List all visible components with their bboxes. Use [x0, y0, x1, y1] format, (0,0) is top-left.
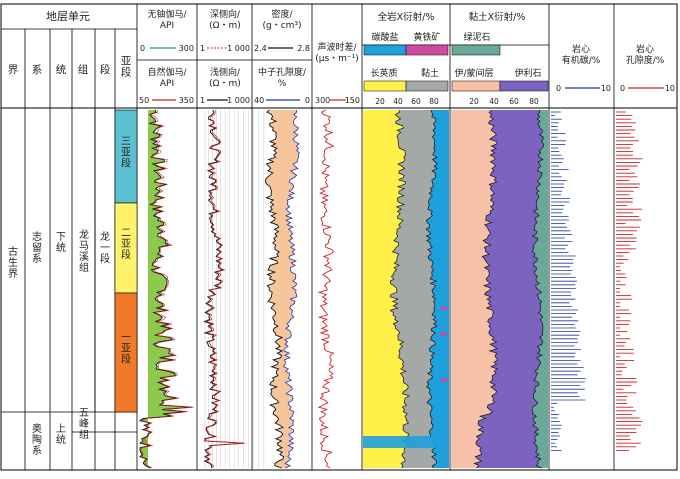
gr-bot-label: 自然伽马/API	[147, 66, 187, 89]
legend-felsic-label: 长英质	[370, 67, 397, 79]
felsic-boundary	[389, 109, 410, 469]
clay-tick-60: 60	[509, 97, 519, 106]
level-formation: 组	[78, 63, 89, 76]
toc-min: 0	[556, 84, 561, 93]
legend-chlorite-swatch	[451, 44, 501, 56]
illite-area	[474, 110, 544, 468]
den-neutron-fill	[265, 110, 300, 468]
clay-tick-80: 80	[529, 97, 539, 106]
illite-boundary	[531, 109, 544, 469]
res-top-min: 1	[200, 44, 205, 53]
level-era: 界	[8, 64, 19, 76]
pyrite-streak-1	[440, 331, 447, 335]
por-label: 岩心孔隙度/%	[626, 43, 665, 66]
carbonate-base	[363, 436, 449, 448]
level-submember-text: 亚段	[121, 55, 132, 79]
legend-clay-label: 黏土	[421, 67, 439, 79]
series-lower: 下统	[56, 232, 66, 254]
level-submember: 亚段	[121, 55, 132, 79]
pyrite-streak-0	[440, 306, 447, 310]
clay-title: 黏土X衍射/%	[469, 11, 526, 23]
era-label: 古生界	[8, 245, 18, 280]
submember-label-2: 二亚段	[121, 228, 131, 261]
res-bot-label: 浅侧向/(Ω・m)	[209, 66, 241, 89]
legend-carbonate-label: 碳酸盐	[371, 31, 398, 43]
legend-is-label: 伊/蒙间层	[454, 67, 493, 79]
por-min: 0	[620, 84, 625, 93]
is-boundary	[473, 109, 499, 469]
res-deep-curve	[204, 109, 246, 469]
den-top-label: 密度/(g・cm³)	[262, 8, 301, 31]
submember-label-3: 一亚段	[121, 333, 131, 366]
gr-total-curve	[140, 109, 194, 469]
whole-rock-tick-20: 20	[375, 97, 385, 106]
legend-illite-label: 伊利石	[514, 67, 541, 79]
level-system: 系	[32, 64, 43, 76]
whole-rock-title: 全岩X衍射/%	[378, 11, 435, 23]
res-bot-min: 1	[200, 96, 205, 105]
legend-carbonate-swatch	[363, 44, 407, 56]
por-max: 10	[665, 84, 675, 93]
den-curve	[265, 109, 285, 469]
whole-rock-tick-60: 60	[411, 97, 421, 106]
submember-band-3	[114, 292, 138, 413]
outer-frame	[0, 3, 678, 471]
series-upper: 上统	[56, 423, 66, 446]
den-bot-label: 中子孔隙度/%	[258, 66, 307, 89]
den-bot-min: 40	[254, 96, 264, 105]
ac-max: 150	[345, 96, 360, 105]
formation-longmaxi: 龙马溪组	[79, 228, 89, 274]
res-bot-max: 1 000	[227, 96, 250, 105]
chlorite-area	[532, 110, 548, 468]
pyrite-streak-2	[440, 378, 447, 382]
ac-curve	[317, 109, 335, 469]
clay-tick-40: 40	[489, 97, 499, 106]
toc-label: 岩心有机碳/%	[562, 43, 601, 66]
strat-unit-title: 地层单元	[46, 10, 90, 23]
res-shallow-curve	[203, 109, 245, 469]
clay-tick-20: 20	[469, 97, 479, 106]
gr-top-min: 0	[140, 44, 145, 53]
gr-top-label: 无铀伽马/API	[147, 8, 187, 31]
whole-rock-tick-80: 80	[429, 97, 439, 106]
ac-min: 300	[315, 96, 330, 105]
legend-clay-swatch	[405, 80, 449, 92]
submember-label-1: 三亚段	[121, 137, 131, 170]
legend-felsic-swatch	[363, 80, 407, 92]
clay-area	[390, 110, 438, 468]
gr-fill	[140, 110, 192, 468]
toc-max: 10	[601, 84, 611, 93]
legend-pyrite-swatch	[405, 44, 449, 56]
legend-is-swatch	[451, 80, 501, 92]
neutron-curve	[283, 109, 300, 469]
gr-bot-max: 350	[179, 96, 194, 105]
level-member: 段	[100, 63, 111, 76]
legend-illite-swatch	[499, 80, 549, 92]
gr-top-max: 300	[179, 44, 194, 53]
res-top-label: 深侧向/(Ω・m)	[209, 8, 241, 31]
is-area	[451, 110, 498, 468]
den-top-min: 2.4	[254, 44, 267, 53]
system-silurian: 志留系	[32, 230, 42, 265]
ac-label: 声波时差/(μs・m⁻¹)	[315, 41, 359, 64]
system-ordovician: 奥陶系	[32, 422, 42, 457]
res-top-max: 1 000	[227, 44, 250, 53]
den-bot-max: 0	[305, 96, 310, 105]
member-long1: 龙一段	[100, 230, 110, 265]
formation-wufeng: 五峰组	[79, 408, 89, 441]
legend-chlorite-label: 绿泥石	[463, 31, 490, 43]
level-series: 统	[56, 63, 67, 76]
whole-rock-tick-40: 40	[393, 97, 403, 106]
den-top-max: 2.8	[297, 44, 310, 53]
felsic-area	[363, 110, 410, 468]
clay-boundary	[425, 109, 438, 469]
legend-pyrite-label: 黄铁矿	[413, 31, 440, 43]
gr-bot-min: 50	[139, 96, 149, 105]
